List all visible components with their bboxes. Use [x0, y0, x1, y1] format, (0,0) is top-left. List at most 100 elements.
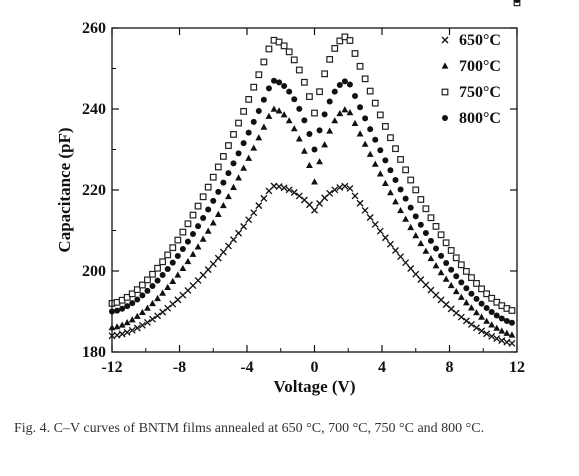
legend-marker — [441, 36, 449, 44]
data-point — [377, 147, 384, 154]
x-axis-title: Voltage (V) — [274, 377, 356, 396]
data-point — [488, 294, 496, 302]
legend-label: 800°C — [459, 110, 501, 127]
data-point — [508, 339, 516, 347]
data-point — [462, 299, 470, 306]
data-point — [483, 305, 490, 312]
legend-label: 700°C — [459, 58, 501, 75]
data-point — [361, 140, 369, 147]
data-point — [295, 66, 303, 74]
data-point — [341, 78, 348, 85]
data-point — [214, 254, 222, 262]
data-point — [336, 37, 344, 45]
data-point — [433, 245, 439, 252]
data-point — [483, 330, 491, 338]
data-point — [118, 321, 126, 328]
data-point — [280, 111, 288, 118]
data-point — [452, 287, 460, 295]
data-point — [179, 228, 187, 236]
data-point — [311, 109, 318, 117]
data-point — [381, 179, 389, 186]
data-point — [123, 293, 131, 301]
data-point — [422, 247, 430, 254]
data-point — [326, 55, 334, 63]
data-point — [285, 117, 293, 124]
data-point — [392, 176, 399, 183]
data-point — [209, 173, 217, 181]
data-point — [149, 282, 156, 289]
data-point — [392, 145, 399, 153]
data-point — [118, 330, 126, 338]
data-point — [169, 259, 176, 266]
x-tick-label: 4 — [378, 359, 386, 376]
data-point — [285, 48, 293, 56]
data-point — [458, 279, 465, 286]
data-point — [407, 265, 415, 272]
data-point — [387, 134, 394, 142]
data-point — [235, 229, 243, 237]
data-point — [366, 87, 374, 95]
data-point — [195, 223, 202, 230]
data-point — [260, 58, 268, 66]
data-point — [346, 81, 353, 88]
legend-marker — [441, 62, 449, 69]
data-point — [300, 78, 308, 86]
data-point — [290, 56, 298, 64]
data-point — [351, 119, 359, 126]
data-point — [372, 136, 379, 143]
data-point — [114, 307, 121, 314]
data-point — [290, 189, 298, 196]
data-point — [276, 79, 283, 86]
x-tick-label: -12 — [101, 359, 122, 376]
data-point — [219, 248, 227, 256]
data-point — [280, 184, 288, 192]
data-point — [230, 183, 237, 190]
data-point — [270, 105, 278, 112]
data-point — [255, 71, 263, 79]
data-point — [341, 106, 349, 113]
data-point — [321, 141, 329, 148]
data-point — [306, 93, 313, 101]
data-point — [448, 266, 455, 273]
data-point — [356, 199, 364, 207]
data-point — [422, 281, 430, 289]
data-point — [199, 193, 207, 201]
data-point — [174, 252, 181, 259]
data-point — [437, 268, 445, 276]
data-point — [311, 178, 318, 185]
data-point — [402, 259, 410, 267]
data-point — [286, 88, 293, 95]
data-point — [265, 85, 272, 92]
data-point — [225, 142, 232, 149]
data-point — [503, 329, 511, 336]
data-point — [478, 327, 486, 335]
data-point — [468, 304, 475, 311]
data-point — [144, 304, 151, 311]
data-point — [467, 321, 475, 328]
data-point — [255, 134, 263, 141]
data-point — [240, 140, 247, 147]
cv-chart: -12 -8 -4 0 4 8 12 180 200 220 240 260 650°C 700°C 75… — [55, 0, 525, 396]
data-point — [290, 125, 298, 132]
data-point — [438, 252, 445, 259]
data-point — [169, 277, 177, 285]
data-point — [508, 319, 515, 326]
data-point — [119, 305, 126, 312]
data-point — [199, 235, 207, 242]
series-650°C — [108, 0, 520, 347]
data-point — [397, 206, 404, 214]
data-point — [402, 166, 410, 174]
data-point — [326, 98, 333, 105]
data-point — [397, 253, 405, 261]
data-point — [376, 227, 384, 235]
data-point — [250, 144, 258, 151]
legend-marker — [442, 115, 448, 121]
data-point — [336, 81, 343, 88]
data-point — [361, 75, 369, 83]
data-point — [371, 160, 379, 167]
data-point — [138, 321, 146, 329]
data-point — [352, 93, 358, 100]
data-point — [473, 280, 480, 287]
data-point — [250, 209, 258, 217]
data-point — [336, 184, 344, 191]
